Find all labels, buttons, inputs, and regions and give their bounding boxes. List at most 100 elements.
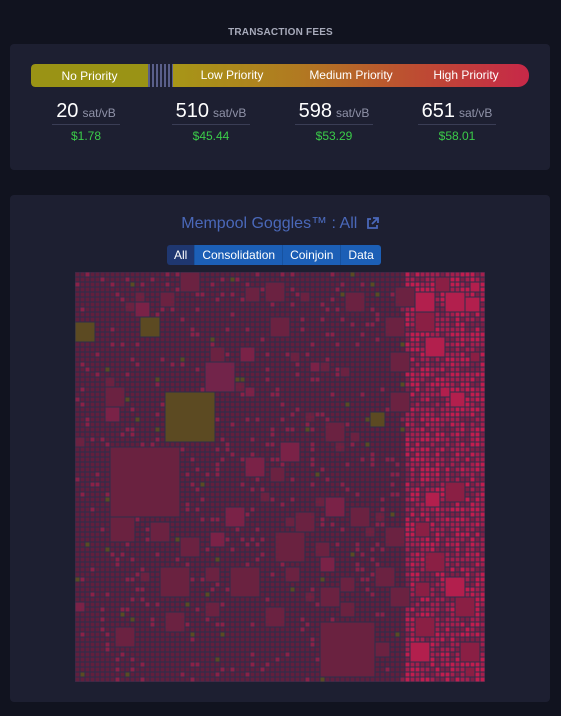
tx-block[interactable]	[170, 327, 175, 332]
tx-block[interactable]	[350, 342, 355, 347]
tx-block[interactable]	[75, 367, 80, 372]
tx-block[interactable]	[220, 437, 225, 442]
tx-block[interactable]	[465, 412, 470, 417]
tx-block[interactable]	[455, 517, 460, 522]
tx-block[interactable]	[85, 347, 90, 352]
tx-block[interactable]	[285, 632, 290, 637]
tx-block[interactable]	[75, 572, 80, 577]
tx-block[interactable]	[120, 312, 125, 317]
tx-block[interactable]	[160, 342, 165, 347]
tx-block[interactable]	[235, 317, 240, 322]
tx-block[interactable]	[210, 342, 215, 347]
tx-block[interactable]	[140, 647, 145, 652]
tx-block[interactable]	[470, 497, 475, 502]
tx-block[interactable]	[125, 312, 130, 317]
tx-block[interactable]	[210, 647, 215, 652]
tx-block[interactable]	[385, 352, 390, 357]
tx-block[interactable]	[345, 492, 350, 497]
tx-block[interactable]	[105, 572, 110, 577]
tx-block[interactable]	[355, 312, 360, 317]
tx-block[interactable]	[260, 522, 265, 527]
tx-block[interactable]	[270, 507, 275, 512]
tx-block[interactable]	[450, 432, 455, 437]
tx-block[interactable]	[270, 382, 275, 387]
tx-block[interactable]	[360, 432, 365, 437]
tx-block[interactable]	[185, 627, 190, 632]
tx-block[interactable]	[80, 392, 85, 397]
tx-block[interactable]	[420, 402, 425, 407]
tx-block[interactable]	[230, 437, 235, 442]
tx-block[interactable]	[315, 522, 320, 527]
tx-block[interactable]	[400, 437, 405, 442]
tx-block[interactable]	[85, 487, 90, 492]
tx-block[interactable]	[295, 642, 300, 647]
tx-block[interactable]	[400, 632, 405, 637]
tx-block[interactable]	[410, 557, 415, 562]
tx-block[interactable]	[185, 607, 190, 612]
tx-block[interactable]	[475, 462, 480, 467]
tx-block[interactable]	[300, 637, 305, 642]
tx-block[interactable]	[410, 367, 415, 372]
tx-block[interactable]	[305, 392, 310, 397]
tx-block[interactable]	[370, 547, 375, 552]
tx-block[interactable]	[155, 392, 160, 397]
tx-block[interactable]	[385, 522, 390, 527]
tx-block[interactable]	[455, 417, 460, 422]
tx-block[interactable]	[285, 597, 290, 602]
tx-block[interactable]	[240, 552, 245, 557]
tx-block[interactable]	[135, 407, 140, 412]
tx-block[interactable]	[95, 312, 100, 317]
tx-block[interactable]	[200, 557, 205, 562]
tx-block[interactable]	[365, 607, 370, 612]
tx-block[interactable]	[110, 637, 115, 642]
tx-block[interactable]	[290, 322, 295, 327]
tx-block[interactable]	[405, 477, 410, 482]
tx-block[interactable]	[125, 562, 130, 567]
tx-block[interactable]	[295, 367, 300, 372]
tx-block[interactable]	[135, 317, 140, 322]
tx-block[interactable]	[410, 497, 415, 502]
tx-block[interactable]	[345, 332, 350, 337]
tx-block[interactable]	[180, 332, 185, 337]
tx-block[interactable]	[365, 442, 370, 447]
tx-block[interactable]	[405, 497, 410, 502]
tx-block[interactable]	[220, 317, 225, 322]
tx-block[interactable]	[380, 327, 385, 332]
tx-block[interactable]	[80, 447, 85, 452]
tx-block[interactable]	[95, 517, 100, 522]
tx-block[interactable]	[225, 342, 230, 347]
tx-block[interactable]	[155, 397, 160, 402]
tx-block[interactable]	[315, 427, 320, 432]
tx-block[interactable]	[320, 422, 325, 427]
tx-block[interactable]	[215, 502, 220, 507]
tx-block[interactable]	[360, 312, 365, 317]
tx-block[interactable]	[350, 497, 355, 502]
tx-block[interactable]	[215, 422, 220, 427]
tx-block[interactable]	[430, 607, 435, 612]
tx-block[interactable]	[370, 327, 375, 332]
tx-block[interactable]	[115, 432, 120, 437]
tx-block[interactable]	[480, 427, 485, 432]
tx-block[interactable]	[400, 307, 405, 312]
tx-block[interactable]	[260, 317, 265, 322]
tx-block[interactable]	[325, 352, 330, 357]
tx-block[interactable]	[330, 412, 335, 417]
tx-block[interactable]	[400, 467, 405, 472]
tx-block[interactable]	[215, 557, 220, 562]
tx-block[interactable]	[420, 287, 425, 292]
tx-block[interactable]	[175, 277, 180, 282]
tx-block[interactable]	[460, 287, 465, 292]
tx-block[interactable]	[375, 402, 380, 407]
tx-block[interactable]	[470, 312, 475, 317]
tx-block[interactable]	[195, 617, 200, 622]
tx-block[interactable]	[470, 517, 475, 522]
tx-block[interactable]	[225, 637, 230, 642]
tx-block[interactable]	[455, 362, 460, 367]
tx-block[interactable]	[240, 332, 245, 337]
tx-block[interactable]	[430, 527, 435, 532]
tx-block[interactable]	[185, 637, 190, 642]
tx-block[interactable]	[145, 587, 150, 592]
tx-block[interactable]	[145, 392, 150, 397]
tx-block[interactable]	[475, 512, 480, 517]
tx-block[interactable]	[335, 517, 340, 522]
